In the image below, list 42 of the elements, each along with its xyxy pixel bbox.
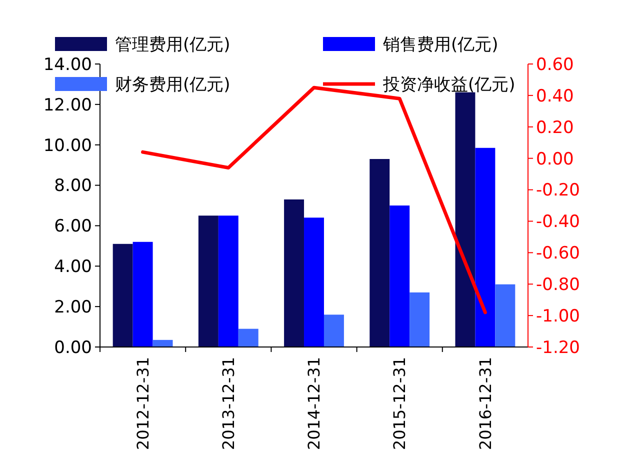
y-tick-label: 10.00	[43, 136, 92, 156]
bar	[324, 314, 344, 347]
y2-tick-label: -0.80	[536, 275, 580, 296]
bar	[238, 328, 258, 347]
y2-tick-label: 0.40	[536, 86, 574, 106]
y2-tick-label: -0.20	[536, 180, 580, 201]
legend-label: 投资净收益(亿元)	[382, 74, 516, 95]
bar	[370, 159, 390, 347]
y2-tick-label: 0.20	[536, 118, 574, 138]
y-tick-label: 14.00	[43, 54, 92, 75]
bar	[390, 206, 410, 347]
y-tick-label: 2.00	[54, 298, 92, 318]
bar	[218, 216, 238, 347]
y2-tick-label: -1.20	[536, 338, 580, 358]
y2-tick-label: 0.00	[536, 149, 574, 170]
bar	[152, 340, 173, 347]
x-tick-label: 2013-12-31	[219, 357, 238, 450]
y2-tick-label: -0.40	[536, 212, 580, 232]
x-tick-label: 2012-12-31	[133, 357, 152, 450]
y-tick-label: 12.00	[43, 95, 92, 116]
legend-label: 管理费用(亿元)	[115, 34, 230, 55]
y2-tick-label: -1.00	[536, 306, 580, 327]
bar	[198, 216, 218, 347]
bar	[112, 244, 133, 347]
bar	[132, 242, 153, 347]
legend-label: 财务费用(亿元)	[115, 74, 230, 95]
y-tick-label: 0.00	[54, 338, 92, 358]
y2-tick-label: 0.60	[536, 54, 574, 75]
bar	[475, 148, 496, 347]
bar	[304, 218, 324, 347]
x-tick-label: 2014-12-31	[304, 357, 324, 450]
y-tick-label: 6.00	[54, 216, 92, 237]
bar	[284, 199, 304, 347]
y2-tick-label: -0.60	[536, 244, 580, 264]
x-tick-label: 2015-12-31	[390, 357, 410, 450]
x-tick-label: 2016-12-31	[476, 357, 495, 450]
y-tick-label: 8.00	[54, 176, 92, 196]
legend-label: 销售费用(亿元)	[382, 34, 498, 55]
bar	[495, 284, 516, 347]
y-tick-label: 4.00	[54, 257, 92, 278]
bar	[455, 92, 476, 347]
bar	[410, 292, 430, 347]
